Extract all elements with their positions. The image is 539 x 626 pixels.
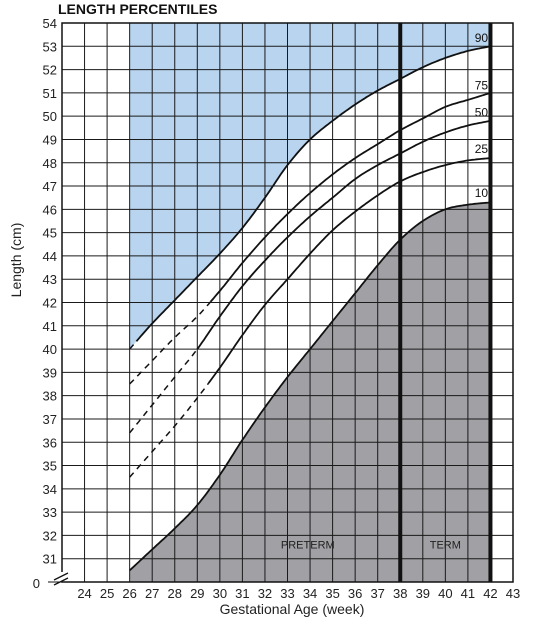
y-tick-label: 34: [43, 482, 57, 497]
x-tick-label: 41: [461, 586, 475, 601]
percentile-label-50: 50: [475, 106, 489, 120]
y-tick-label: 39: [43, 365, 57, 380]
y-tick-label: 51: [43, 86, 57, 101]
term-markers: [398, 23, 493, 582]
x-tick-label: 27: [145, 586, 159, 601]
y-tick-label: 45: [43, 226, 57, 241]
y-tick-label: 36: [43, 435, 57, 450]
y-tick-label: 48: [43, 156, 57, 171]
y-tick-label: 32: [43, 528, 57, 543]
y-tick-label: 49: [43, 132, 57, 147]
y-tick-label: 52: [43, 63, 57, 78]
x-axis-label: Gestational Age (week): [220, 601, 365, 617]
y-tick-label: 47: [43, 179, 57, 194]
x-tick-label: 33: [280, 586, 294, 601]
x-tick-label: 32: [258, 586, 272, 601]
y-axis-break: [48, 572, 70, 586]
curve-75: [210, 92, 491, 303]
x-tick-label: 24: [77, 586, 91, 601]
x-tick-label: 38: [393, 586, 407, 601]
y-tick-labels: 31 32 33 34 35 36 37 38 39 40 41 42 43 44 45 46 47 48 49 50…: [33, 16, 57, 591]
curve-10: [128, 201, 491, 572]
x-tick-label: 26: [122, 586, 136, 601]
y-tick-label: 44: [43, 249, 57, 264]
x-tick-label: 28: [168, 586, 182, 601]
y-tick-label: 50: [43, 109, 57, 124]
x-tick-labels: 24 25 26 27 28 29 30 31 32 33 34 35 36 37 38 39 40 41 42 43: [77, 586, 520, 601]
x-tick-label: 36: [348, 586, 362, 601]
percentile-label-75: 75: [475, 79, 489, 93]
y-tick-label-zero: 0: [33, 576, 40, 591]
chart-title: LENGTH PERCENTILES: [58, 1, 217, 17]
x-tick-label: 43: [506, 586, 520, 601]
x-tick-label: 37: [370, 586, 384, 601]
y-tick-label: 43: [43, 272, 57, 287]
percentile-curves: [128, 45, 491, 572]
x-tick-label: 39: [416, 586, 430, 601]
y-tick-label: 42: [43, 296, 57, 311]
y-tick-label: 37: [43, 412, 57, 427]
region-labels: PRETERM TERM: [281, 540, 461, 552]
curve-75-dashed: [129, 301, 212, 385]
x-tick-label: 25: [100, 586, 114, 601]
percentile-label-10: 10: [475, 186, 489, 200]
region-label-term: TERM: [430, 540, 461, 552]
y-tick-label: 35: [43, 459, 57, 474]
curve-25-dashed: [129, 382, 210, 478]
x-tick-label: 34: [303, 586, 317, 601]
y-tick-label: 38: [43, 389, 57, 404]
x-tick-label: 40: [438, 586, 452, 601]
x-tick-label: 31: [235, 586, 249, 601]
x-tick-label: 30: [213, 586, 227, 601]
curve-50-dashed: [129, 348, 198, 434]
percentile-label-25: 25: [475, 142, 489, 156]
curve-25: [207, 157, 491, 384]
curve-50: [196, 119, 491, 350]
x-tick-label: 29: [190, 586, 204, 601]
y-tick-label: 40: [43, 342, 57, 357]
grid: [61, 22, 514, 583]
x-tick-label: 42: [483, 586, 497, 601]
region-label-preterm: PRETERM: [281, 540, 335, 552]
plot-frame: [61, 22, 514, 583]
x-tick-label: 35: [325, 586, 339, 601]
y-axis-label: Length (cm): [8, 223, 24, 298]
curve-90: [135, 45, 491, 342]
y-tick-label: 33: [43, 505, 57, 520]
y-tick-label: 31: [43, 552, 57, 567]
percentile-labels: 90 75 50 25 10: [475, 31, 489, 200]
y-tick-label: 46: [43, 202, 57, 217]
y-tick-label: 54: [43, 16, 57, 31]
percentile-label-90: 90: [475, 31, 489, 45]
y-tick-label: 53: [43, 39, 57, 54]
curve-90-dashed: [129, 340, 137, 350]
y-tick-label: 41: [43, 319, 57, 334]
axis-break-line: [53, 572, 69, 581]
